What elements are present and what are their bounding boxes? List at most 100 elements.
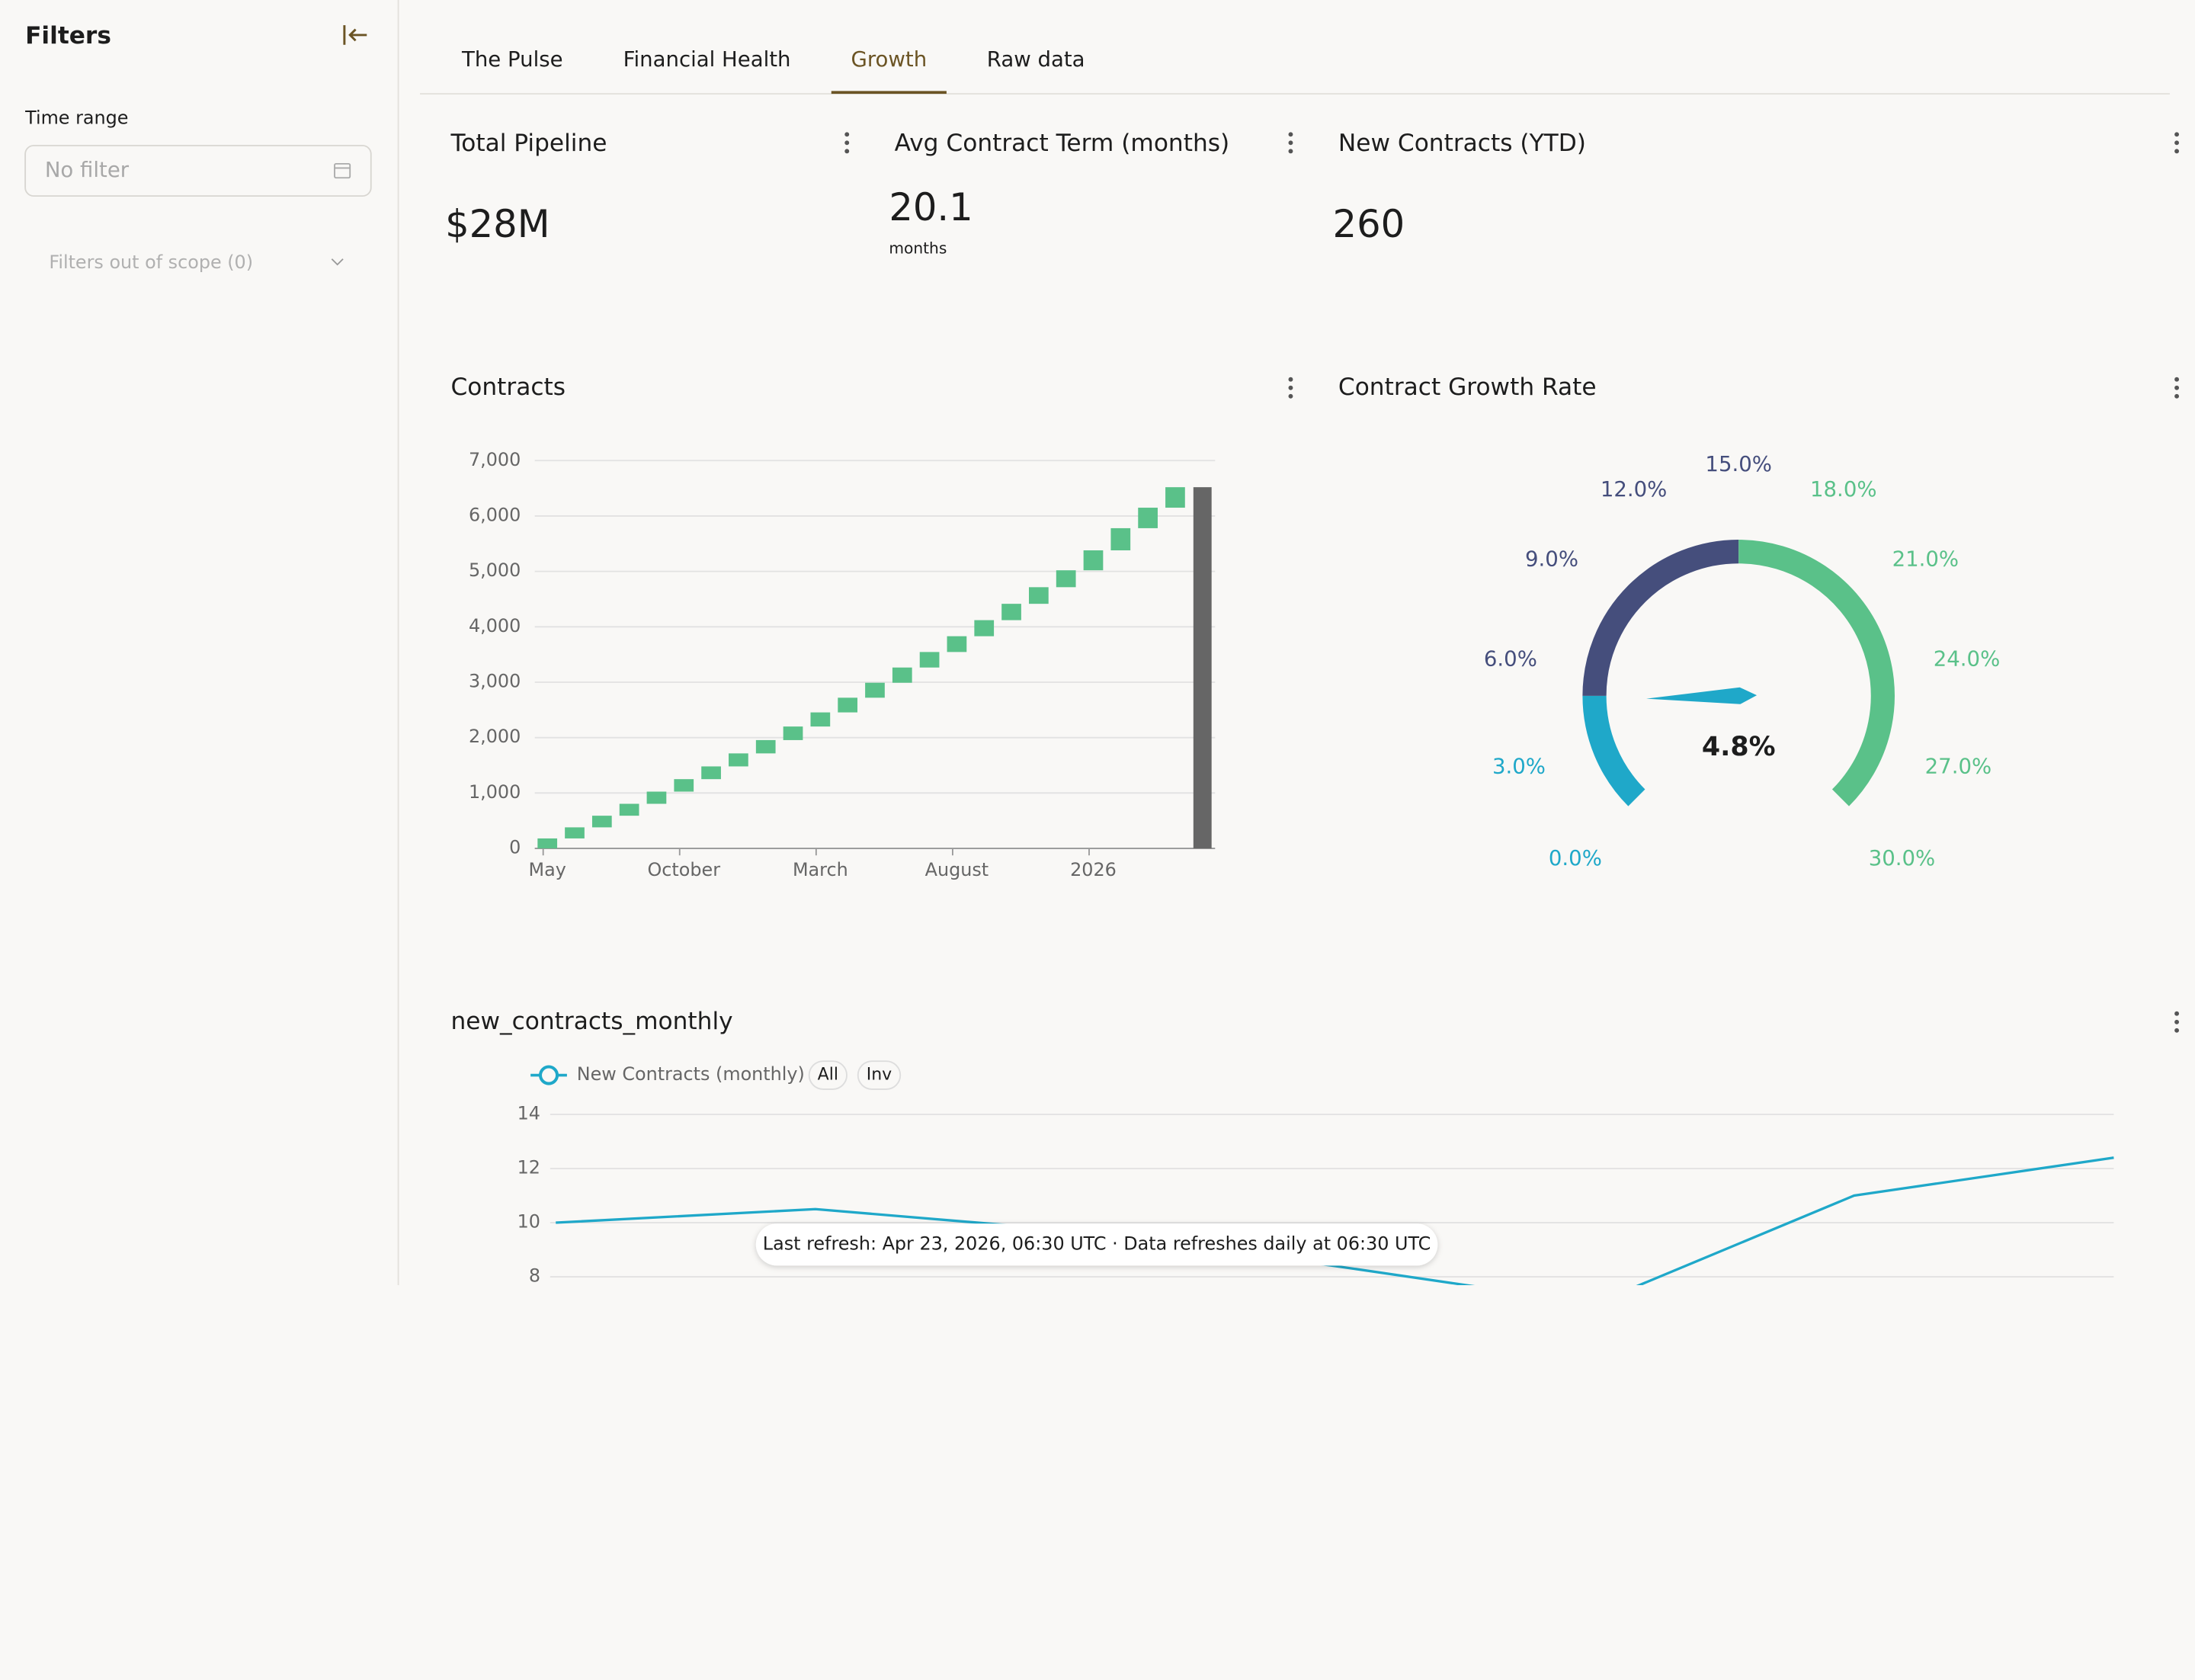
y-tick-label: 12 — [518, 1157, 540, 1178]
more-menu-dot[interactable] — [2174, 140, 2180, 146]
bar — [1056, 570, 1076, 588]
gauge-tick-label: 9.0% — [1525, 547, 1578, 572]
gauge-tick-label: 30.0% — [1869, 846, 1936, 870]
bar — [838, 697, 858, 713]
bar — [729, 753, 748, 767]
bar — [810, 712, 831, 727]
gauge-band — [1738, 540, 1895, 806]
legend-button-box — [857, 1060, 902, 1090]
more-menu-dot[interactable] — [2174, 377, 2180, 382]
y-tick-label: 4,000 — [469, 615, 521, 636]
time-range-placeholder: No filter — [45, 158, 130, 182]
more-menu-dot[interactable] — [2174, 1028, 2180, 1033]
sidebar-title: Filters — [25, 22, 111, 50]
more-menu-dot[interactable] — [844, 149, 850, 154]
x-tick-label: 2026 — [1070, 859, 1117, 880]
bar — [701, 766, 721, 780]
gauge-band — [1582, 540, 1739, 697]
y-tick-label: 0 — [509, 837, 521, 858]
kpi-title: New Contracts (YTD) — [1338, 130, 1586, 157]
bar — [974, 620, 995, 636]
more-menu-dot[interactable] — [1288, 132, 1293, 137]
tab[interactable]: Financial Health — [623, 47, 791, 72]
gauge-tick-label: 6.0% — [1484, 646, 1537, 671]
bar — [947, 636, 967, 652]
legend-button-label: Inv — [867, 1066, 892, 1085]
more-menu-dot[interactable] — [1288, 393, 1293, 399]
legend-marker — [538, 1065, 559, 1085]
bar — [537, 838, 558, 849]
out-of-scope[interactable]: Filters out of scope (0) — [49, 252, 253, 273]
more-menu-dot[interactable] — [844, 140, 850, 146]
kpi-title: Avg Contract Term (months) — [895, 130, 1230, 157]
bar — [591, 816, 612, 828]
chart-waterfall: 0 1,000 2,000 3,000 4,000 5,000 6,000 7,000 May O… — [469, 449, 1216, 880]
x-tick-label: August — [925, 859, 989, 880]
tab[interactable]: Raw data — [987, 47, 1085, 72]
tab[interactable]: The Pulse — [461, 47, 563, 72]
more-menu-dot[interactable] — [1288, 140, 1293, 146]
gauge-tick-label: 3.0% — [1492, 754, 1546, 778]
bar — [755, 739, 776, 754]
more-menu-dot[interactable] — [2174, 149, 2180, 154]
bar — [1001, 604, 1021, 620]
tooltip-box — [755, 1223, 1438, 1266]
more-menu-dot[interactable] — [2174, 393, 2180, 399]
bar — [1165, 487, 1185, 508]
tab[interactable]: Growth — [851, 47, 927, 72]
bar — [783, 726, 803, 740]
refresh-tooltip: Last refresh: Apr 23, 2026, 06:30 UTC · … — [755, 1223, 1438, 1266]
kpi-title: Total Pipeline — [450, 130, 607, 157]
more-menu-dot[interactable] — [2174, 1011, 2180, 1016]
tooltip-text: Last refresh: Apr 23, 2026, 06:30 UTC · … — [763, 1233, 1431, 1254]
bar — [919, 652, 940, 668]
bar — [1110, 527, 1131, 551]
y-tick-label: 8 — [529, 1265, 540, 1287]
legend-button-box — [808, 1060, 848, 1090]
more-menu-dot[interactable] — [2174, 1019, 2180, 1024]
time-range-input[interactable] — [24, 145, 372, 197]
bar — [565, 827, 585, 838]
gauge-pointer — [1646, 687, 1758, 704]
chart-title: new_contracts_monthly — [450, 1008, 732, 1035]
y-tick-label: 10 — [518, 1211, 540, 1233]
total-bar — [1193, 487, 1212, 849]
chart-gauge: 0.0% 3.0% 6.0% 9.0% 12.0% 15.0% 18.0% 21.0% 24.0… — [1484, 452, 2000, 870]
y-tick-label: 2,000 — [469, 726, 521, 747]
gauge-tick-label: 0.0% — [1549, 846, 1602, 870]
more-menu-dot[interactable] — [2174, 385, 2180, 390]
y-tick-label: 5,000 — [469, 559, 521, 581]
more-menu-dot[interactable] — [1288, 149, 1293, 154]
legend-button[interactable]: All — [808, 1060, 848, 1090]
bar — [619, 803, 639, 816]
kpi-value: 20.1 — [889, 185, 973, 229]
gauge-tick-label: 21.0% — [1892, 547, 1959, 572]
more-menu-dot[interactable] — [1288, 385, 1293, 390]
y-tick-label: 1,000 — [469, 781, 521, 803]
chart-title: Contract Growth Rate — [1338, 374, 1597, 401]
y-tick-label: 3,000 — [469, 670, 521, 691]
legend-label[interactable]: New Contracts (monthly) — [577, 1063, 805, 1085]
kpi-subtitle: months — [889, 239, 947, 257]
gauge-tick-label: 27.0% — [1925, 754, 1992, 778]
more-menu-dot[interactable] — [1288, 377, 1293, 382]
legend-button[interactable]: Inv — [857, 1060, 902, 1090]
bar — [892, 667, 912, 683]
calendar-icon — [334, 162, 351, 179]
time-range-label: Time range — [24, 107, 128, 129]
gauge-tick-label: 24.0% — [1934, 646, 2001, 671]
gauge-tick-label: 18.0% — [1810, 477, 1877, 502]
x-tick-label: October — [648, 859, 721, 880]
bar — [1083, 550, 1104, 571]
kpi-value: $28M — [445, 202, 550, 246]
more-menu-dot[interactable] — [2174, 132, 2180, 137]
x-tick-label: May — [529, 859, 566, 880]
collapse-button[interactable] — [343, 25, 367, 45]
bar — [646, 791, 667, 804]
more-menu-dot[interactable] — [844, 132, 850, 137]
bar — [674, 779, 694, 792]
x-tick-label: March — [793, 859, 848, 880]
gauge-value: 4.8% — [1702, 732, 1776, 762]
legend-button-label: All — [818, 1066, 838, 1085]
